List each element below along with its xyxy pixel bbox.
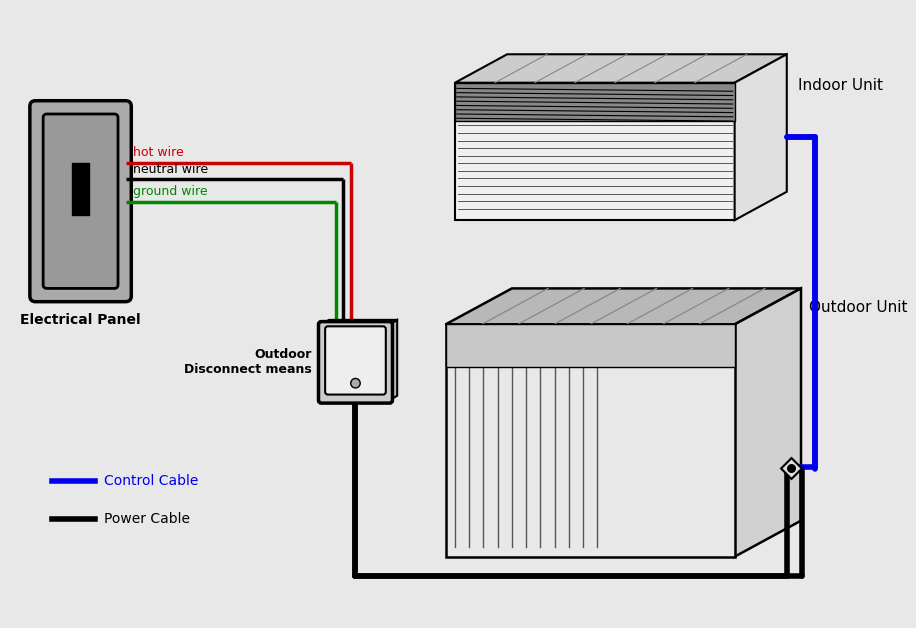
Text: Control Cable: Control Cable [104,474,199,488]
Circle shape [351,379,360,388]
Polygon shape [445,288,801,325]
Polygon shape [455,83,735,121]
FancyBboxPatch shape [319,322,392,403]
Text: Outdoor Unit: Outdoor Unit [809,300,907,315]
Text: hot wire: hot wire [133,146,184,160]
Circle shape [788,465,795,472]
Text: neutral wire: neutral wire [133,163,208,176]
Polygon shape [322,320,398,325]
Text: Indoor Unit: Indoor Unit [798,78,883,93]
Polygon shape [735,54,787,220]
Text: ground wire: ground wire [133,185,208,198]
Polygon shape [455,83,735,220]
Polygon shape [445,325,735,367]
Polygon shape [389,320,398,400]
Text: Power Cable: Power Cable [104,512,191,526]
FancyBboxPatch shape [325,327,386,394]
Polygon shape [445,325,735,556]
FancyBboxPatch shape [30,100,131,301]
FancyBboxPatch shape [43,114,118,288]
Polygon shape [735,288,801,556]
Polygon shape [455,54,787,83]
Text: Outdoor
Disconnect means: Outdoor Disconnect means [184,349,311,376]
Polygon shape [781,458,802,479]
Polygon shape [72,163,89,215]
Text: Electrical Panel: Electrical Panel [20,313,141,327]
